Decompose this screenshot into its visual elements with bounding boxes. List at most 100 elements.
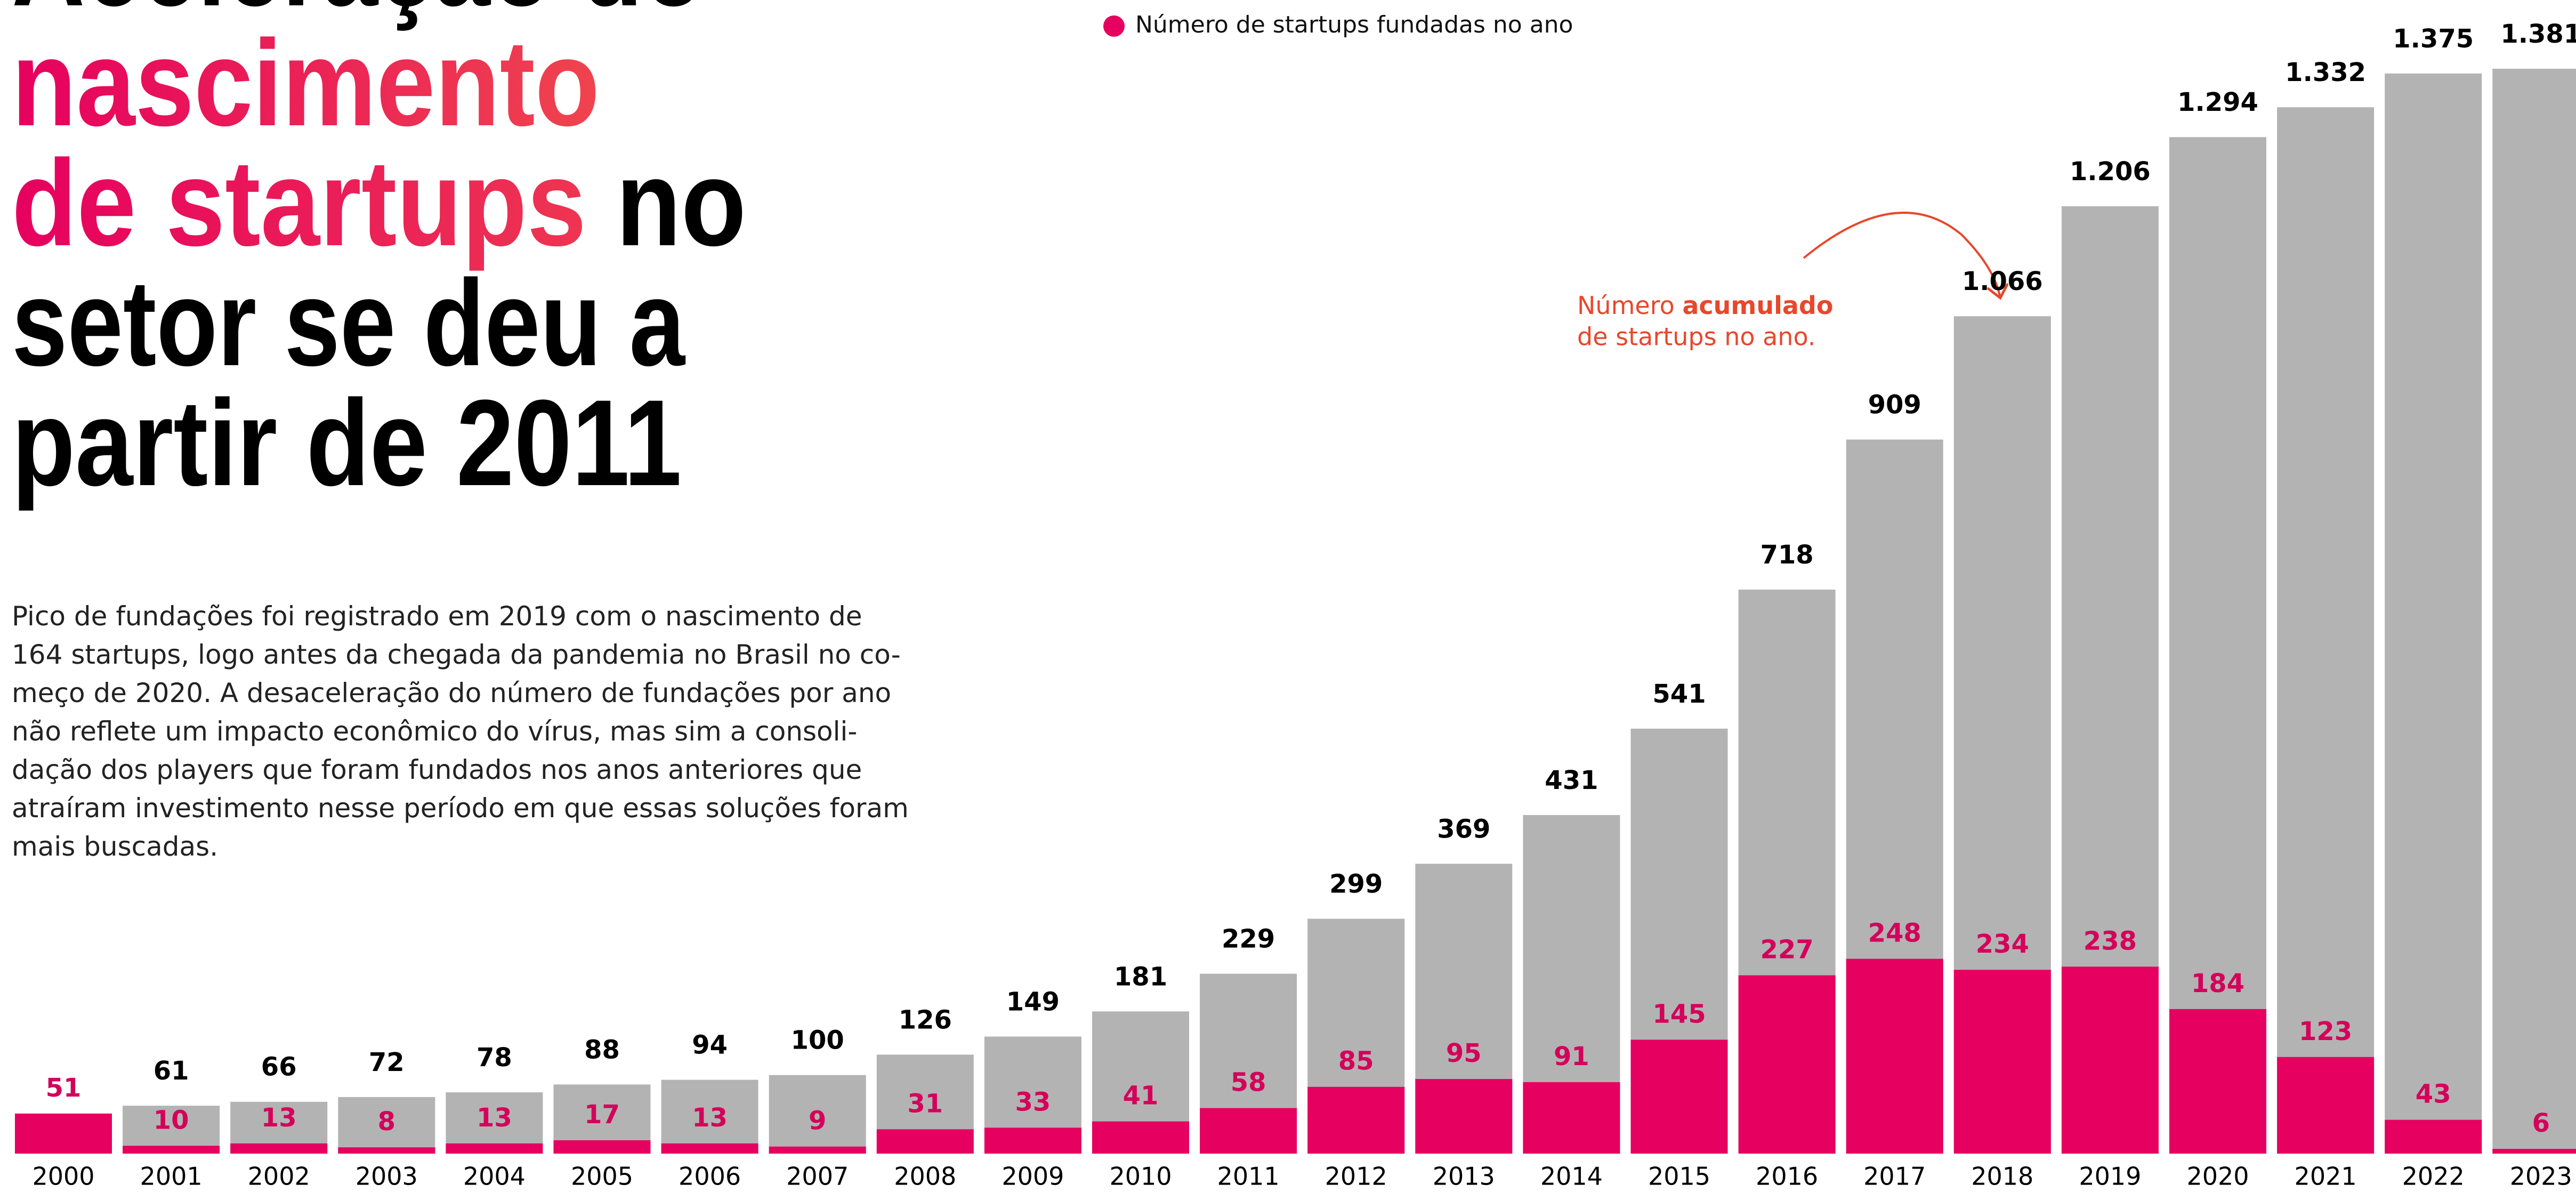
bar (1738, 975, 1836, 1154)
bar (661, 1143, 758, 1154)
value-label: 181 (1114, 962, 1167, 992)
x-tick-label: 2022 (2402, 1162, 2465, 1191)
value-label: 145 (1652, 999, 1706, 1029)
bar (1846, 959, 1943, 1154)
x-tick-label: 2023 (2510, 1162, 2572, 1191)
bar (2277, 107, 2375, 1154)
value-label: 126 (899, 1005, 952, 1035)
x-tick-label: 2015 (1648, 1162, 1710, 1191)
value-label: 88 (584, 1035, 620, 1065)
bar (2061, 967, 2159, 1154)
value-label: 227 (1760, 935, 1813, 964)
bar (769, 1075, 866, 1154)
bar (1523, 1082, 1620, 1154)
value-label: 1.066 (1962, 267, 2043, 296)
value-label: 1.206 (2070, 157, 2151, 187)
paragraph-line: dação dos players que foram fundados nos… (12, 754, 862, 785)
value-label: 1.381 (2500, 19, 2576, 49)
x-tick-label: 2016 (1756, 1162, 1818, 1191)
value-label: 41 (1123, 1081, 1159, 1111)
value-label: 541 (1652, 679, 1706, 709)
title-line: nascimento (12, 14, 600, 151)
title-segment: no (586, 134, 746, 271)
bar (15, 1113, 112, 1154)
x-tick-label: 2010 (1109, 1162, 1172, 1191)
bar (1953, 970, 2051, 1154)
value-label: 718 (1760, 540, 1813, 570)
x-tick-label: 2005 (571, 1162, 633, 1191)
x-tick-label: 2011 (1217, 1162, 1280, 1191)
title-segment: Aceleração do (12, 0, 705, 31)
bar (661, 1080, 758, 1154)
value-label: 1.294 (2177, 87, 2258, 117)
value-label: 909 (1868, 390, 1921, 420)
x-tick-label: 2014 (1540, 1162, 1603, 1191)
legend-label: Número de startups fundadas no ano (1135, 11, 1573, 38)
value-label: 17 (584, 1100, 620, 1130)
value-label: 51 (46, 1073, 82, 1103)
annotation-arrow (1803, 212, 2000, 296)
bar (2492, 1149, 2576, 1154)
x-tick-label: 2007 (786, 1162, 849, 1191)
title-segment: setor se deu a (12, 254, 686, 391)
value-label: 431 (1545, 766, 1598, 795)
title-line: de startups no (12, 134, 746, 271)
bar (876, 1129, 974, 1154)
title-line: setor se deu a (12, 254, 686, 391)
value-label: 58 (1231, 1068, 1266, 1098)
x-tick-label: 2004 (463, 1162, 526, 1191)
bar (553, 1140, 651, 1154)
value-label: 123 (2299, 1017, 2352, 1046)
value-label: 10 (154, 1105, 189, 1135)
bar (338, 1097, 435, 1154)
value-label: 72 (369, 1048, 405, 1077)
bar (1630, 1040, 1728, 1154)
x-tick-label: 2002 (248, 1162, 310, 1191)
bar (2277, 1057, 2375, 1154)
value-label: 1.375 (2393, 24, 2474, 54)
bar (230, 1143, 328, 1154)
paragraph-line: 164 startups, logo antes da chegada da p… (12, 639, 901, 670)
x-tick-label: 2006 (679, 1162, 741, 1191)
paragraph: Pico de fundações foi registrado em 2019… (12, 597, 909, 866)
bar (123, 1106, 220, 1154)
legend-marker (1103, 15, 1125, 37)
bar (2385, 73, 2482, 1154)
x-tick-label: 2021 (2295, 1162, 2357, 1191)
value-label: 6 (2532, 1108, 2550, 1138)
x-tick-label: 2001 (140, 1162, 203, 1191)
value-label: 91 (1554, 1042, 1589, 1072)
x-tick-label: 2020 (2186, 1162, 2249, 1191)
x-tick-label: 2000 (32, 1162, 94, 1191)
value-label: 369 (1437, 814, 1490, 844)
x-tick-label: 2003 (356, 1162, 418, 1191)
bar (769, 1146, 866, 1154)
value-label: 94 (692, 1030, 728, 1060)
value-label: 43 (2416, 1080, 2451, 1109)
x-tick-label: 2019 (2079, 1162, 2141, 1191)
value-label: 234 (1976, 929, 2029, 959)
x-tick-label: 2009 (1002, 1162, 1064, 1191)
title-segment: nascimento (12, 14, 600, 151)
title-segment: de startups (12, 134, 586, 271)
value-label: 95 (1446, 1038, 1482, 1068)
value-label: 100 (791, 1026, 844, 1056)
paragraph-line: Pico de fundações foi registrado em 2019… (12, 601, 862, 632)
value-label: 1.332 (2285, 58, 2366, 87)
bar (1092, 1121, 1189, 1154)
x-tick-label: 2012 (1325, 1162, 1387, 1191)
title-line: partir de 2011 (12, 374, 682, 511)
value-label: 8 (378, 1107, 395, 1137)
paragraph-line: atraíram investimento nesse período em q… (12, 793, 909, 824)
value-label: 85 (1338, 1046, 1374, 1076)
value-label: 9 (809, 1106, 826, 1136)
value-label: 61 (154, 1056, 189, 1086)
value-label: 13 (692, 1103, 728, 1133)
title-line: Aceleração do (12, 0, 705, 31)
bar (338, 1147, 435, 1154)
paragraph-line: não reflete um impacto econômico do víru… (12, 716, 858, 747)
x-tick-label: 2018 (1971, 1162, 2033, 1191)
value-label: 33 (1015, 1087, 1051, 1117)
